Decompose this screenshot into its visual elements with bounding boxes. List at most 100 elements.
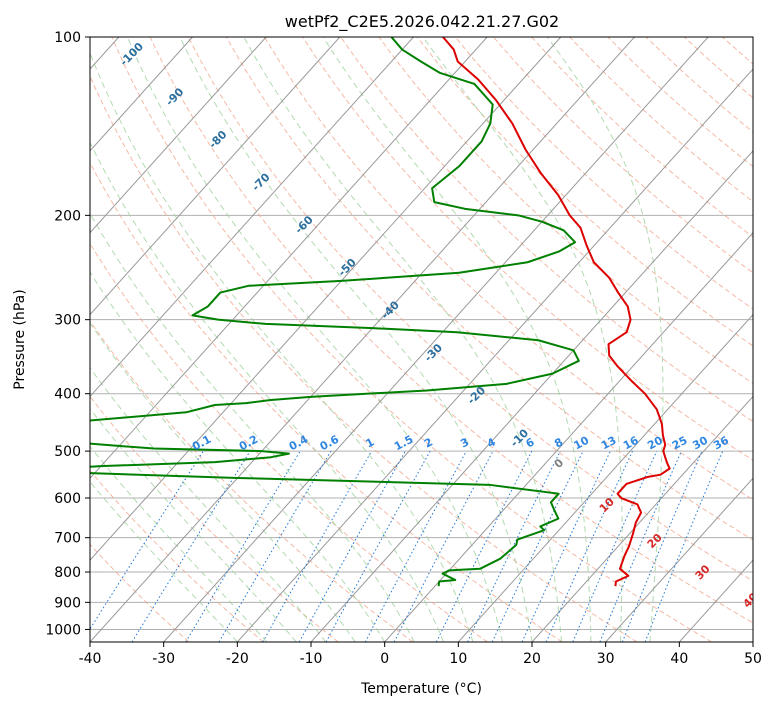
mixing-ratio-label: 16 (621, 434, 641, 453)
moist-adiabat-line (126, 37, 504, 642)
y-tick-label: 200 (54, 208, 81, 224)
y-tick-label: 600 (54, 491, 81, 507)
plot-frame (89, 36, 754, 643)
y-tick-label: 300 (54, 313, 81, 329)
dry-adiabat-label: -30 (422, 341, 445, 364)
x-axis-label: Temperature (°C) (360, 681, 482, 697)
dry-adiabat-line (90, 161, 563, 642)
mixing-ratio-label: 10 (572, 434, 592, 453)
x-tick-label: 10 (449, 651, 467, 667)
plot-area: -100-90-80-70-60-50-40-30-20-10010203040… (90, 37, 775, 642)
mixing-ratio-line (435, 450, 533, 642)
x-tick-label: -40 (79, 651, 102, 667)
moist-adiabat-line (90, 481, 238, 642)
x-tick-label: -20 (226, 651, 249, 667)
skewed-isotherms (90, 37, 753, 642)
moist-adiabat-line (90, 51, 474, 642)
mixing-ratio-label: 20 (645, 434, 665, 453)
dry-adiabat-line (264, 37, 753, 501)
dry-adiabat-line (454, 37, 753, 310)
moist-adiabat-line (90, 271, 386, 642)
dry-adiabat-label: -50 (336, 256, 359, 279)
mixing-ratio-label: 0.6 (318, 433, 342, 454)
mixing-ratio-line (644, 450, 724, 642)
moist-adiabat-line (90, 445, 268, 642)
isotherm-line (457, 313, 753, 642)
mixing-ratio-label: 1.5 (392, 433, 415, 454)
isotherm-line (605, 477, 753, 642)
dry-adiabat-label: -90 (163, 85, 186, 108)
dry-adiabat-line (90, 543, 190, 642)
moist-adiabat-line (90, 322, 356, 642)
dry-adiabats (90, 37, 775, 642)
y-tick-label: 100 (54, 30, 81, 46)
y-tick-label: 400 (54, 387, 81, 403)
isotherm-line (90, 37, 488, 480)
dry-adiabat-line (90, 469, 264, 642)
mixing-ratio-label: 3 (458, 435, 471, 450)
x-tick-label: 0 (380, 651, 389, 667)
dry-adiabat-label: -80 (206, 128, 229, 151)
y-tick-label: 500 (54, 444, 81, 460)
dry-adiabat-line (645, 37, 753, 133)
mixing-ratio-line (572, 450, 658, 642)
y-axis-label: Pressure (hPa) (12, 289, 28, 389)
x-tick-label: 20 (523, 651, 541, 667)
mixing-ratio-line (491, 450, 584, 642)
dry-adiabat-line (225, 37, 753, 541)
mixing-ratio-label: 4 (485, 435, 498, 450)
mixing-ratio-labels: 0.1 0.2 0.4 0.6 1 1.5 2 3 4 6 8 10 13 16 20 25 30 36 (190, 433, 731, 454)
dry-adiabat-line (378, 37, 753, 385)
mixing-ratio-line (621, 450, 703, 642)
dry-adiabat-label: -100 (117, 40, 146, 69)
y-tick-label: 800 (54, 565, 81, 581)
dry-adiabat-label: -40 (379, 298, 402, 321)
isotherm-line (678, 559, 753, 642)
isotherm-line (310, 150, 753, 642)
dry-adiabat-label: 40 (741, 590, 761, 610)
dry-adiabat-line (90, 75, 638, 642)
profile-series (90, 37, 671, 587)
isotherm-line (90, 37, 414, 398)
dry-adiabat-line (761, 37, 775, 642)
mixing-ratio-line (364, 450, 467, 642)
x-tick-label: -10 (300, 651, 323, 667)
isotherm-line (90, 37, 267, 234)
chart-title: wetPf2_C2E5.2026.042.21.27.G02 (285, 12, 559, 32)
mixing-ratio-label: 36 (711, 434, 731, 453)
mixing-ratio-line (298, 450, 406, 642)
dry-adiabat-label: 30 (693, 562, 713, 582)
dry-adiabat-line (607, 37, 753, 168)
isotherm-line (90, 37, 562, 561)
dry-adiabat-line (340, 37, 753, 423)
moist-adiabat-line (90, 367, 327, 642)
y-tick-label: 1000 (45, 622, 81, 638)
isotherm-line (236, 68, 753, 642)
isotherm-line (90, 37, 193, 152)
mixing-ratio-label: 13 (599, 434, 619, 453)
moist-adiabat-line (422, 37, 623, 642)
isotherm-line (384, 231, 753, 642)
mixing-ratio-label: 1 (364, 435, 377, 450)
dry-adiabat-line (149, 37, 753, 624)
dry-adiabat-label: -70 (249, 170, 272, 193)
mixing-ratio-line (325, 450, 431, 642)
moist-adiabat-line (90, 407, 297, 642)
isotherm-line (90, 37, 341, 316)
mixing-ratio-label: 30 (690, 434, 710, 453)
dry-adiabat-line (683, 37, 753, 99)
y-axis-ticks: 100 200 300 400 500 600 700 800 900 1000 (45, 30, 90, 638)
dry-adiabat-line (111, 37, 712, 642)
dry-adiabat-label: -60 (292, 213, 315, 236)
isotherm-line (90, 37, 635, 642)
dry-adiabat-line (90, 395, 339, 642)
isotherm-line (531, 395, 753, 642)
mixing-ratio-line (131, 450, 251, 642)
x-tick-label: -30 (152, 651, 175, 667)
mixing-ratio-lines (90, 450, 724, 642)
dewpoint-line (90, 37, 580, 587)
dry-adiabat-label: 20 (645, 531, 665, 551)
dry-adiabat-line (416, 37, 753, 347)
